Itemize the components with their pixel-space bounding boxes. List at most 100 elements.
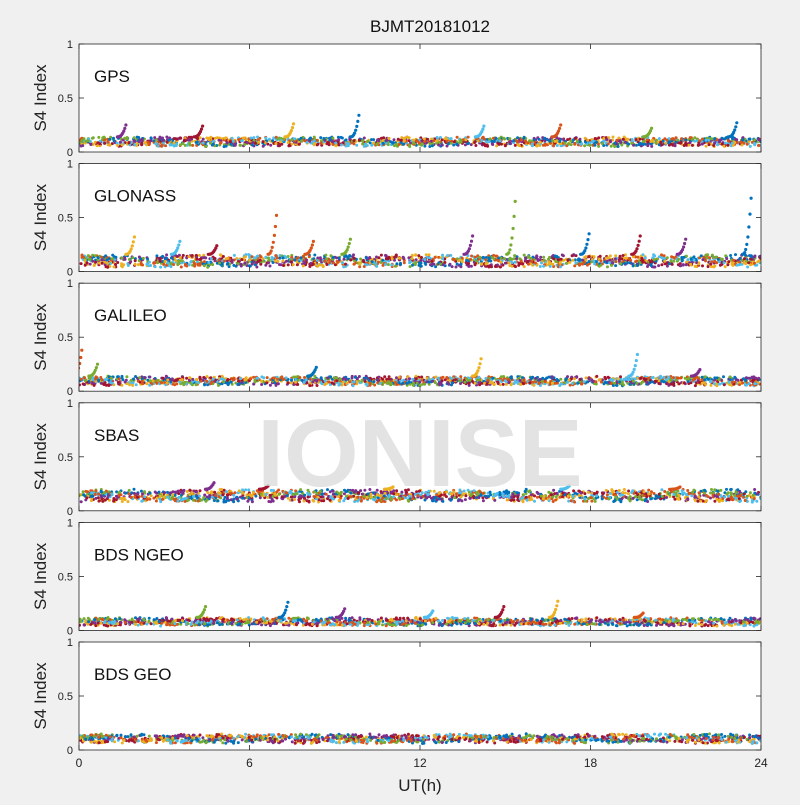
data-point: [97, 379, 100, 382]
data-point: [579, 143, 582, 146]
data-point: [758, 259, 761, 262]
data-point: [101, 258, 104, 261]
data-point: [712, 265, 715, 268]
data-point: [233, 254, 236, 257]
data-point: [572, 259, 575, 262]
data-point-spike: [636, 353, 639, 356]
data-point-spike: [684, 238, 687, 241]
data-point: [470, 143, 473, 146]
data-point: [408, 377, 411, 380]
data-point: [84, 259, 87, 262]
data-point: [453, 140, 456, 143]
data-point: [112, 137, 115, 140]
data-point-spike: [514, 200, 517, 203]
data-point: [488, 257, 491, 260]
data-point: [591, 140, 594, 143]
data-point: [491, 377, 494, 380]
data-point: [503, 257, 506, 260]
data-point: [175, 143, 178, 146]
data-point: [539, 141, 542, 144]
data-point: [597, 143, 600, 146]
data-point: [97, 256, 100, 259]
data-point: [285, 260, 288, 263]
data-point: [328, 139, 331, 142]
data-point: [141, 380, 144, 383]
data-point: [203, 264, 206, 267]
data-point: [427, 260, 430, 263]
data-point-spike: [507, 251, 510, 254]
panel-label: GPS: [94, 67, 130, 86]
data-point: [449, 263, 452, 266]
data-point: [124, 381, 127, 384]
data-point: [504, 262, 507, 265]
data-point: [155, 382, 158, 385]
data-point: [260, 380, 263, 383]
data-point-spike: [201, 125, 204, 128]
data-point: [652, 253, 655, 256]
data-point: [297, 256, 300, 259]
data-point: [358, 381, 361, 384]
data-point: [274, 260, 277, 263]
data-point: [109, 262, 112, 265]
data-point: [418, 141, 421, 144]
data-point: [600, 381, 603, 384]
data-point: [573, 377, 576, 380]
data-point: [716, 143, 719, 146]
data-point: [486, 383, 489, 386]
data-point: [718, 139, 721, 142]
data-point: [615, 139, 618, 142]
data-point: [646, 265, 649, 268]
data-point: [336, 261, 339, 264]
data-point-spike: [130, 247, 133, 250]
data-point: [358, 139, 361, 142]
data-point: [565, 144, 568, 147]
data-point: [747, 261, 750, 264]
data-point: [290, 379, 293, 382]
data-point: [751, 376, 754, 379]
data-point-spike: [468, 247, 471, 250]
data-point: [423, 137, 426, 140]
data-point: [218, 262, 221, 265]
data-point: [196, 140, 199, 143]
data-point-spike: [315, 366, 318, 369]
data-point: [753, 138, 756, 141]
data-point: [694, 265, 697, 268]
data-point: [160, 381, 163, 384]
data-point: [459, 139, 462, 142]
data-point: [726, 263, 729, 266]
data-point: [211, 144, 214, 147]
data-point: [222, 255, 225, 258]
data-point: [348, 254, 351, 257]
data-point: [735, 138, 738, 141]
data-point-spike: [270, 249, 273, 252]
data-point-spike: [558, 127, 561, 130]
data-point: [480, 139, 483, 142]
data-point: [224, 137, 227, 140]
data-point: [177, 260, 180, 263]
data-point: [210, 257, 213, 260]
data-point: [654, 380, 657, 383]
data-point: [523, 378, 526, 381]
data-point: [644, 256, 647, 259]
data-point: [685, 255, 688, 258]
data-point: [188, 263, 191, 266]
data-point: [586, 139, 589, 142]
data-point: [655, 377, 658, 380]
data-point: [510, 382, 513, 385]
data-point: [477, 381, 480, 384]
data-point-spike: [357, 114, 360, 117]
data-point: [300, 379, 303, 382]
data-point: [690, 258, 693, 261]
data-point: [594, 380, 597, 383]
data-point: [609, 254, 612, 257]
data-point: [416, 382, 419, 385]
data-point: [380, 254, 383, 257]
data-point: [549, 265, 552, 268]
data-point: [226, 379, 229, 382]
data-point-spike: [588, 232, 591, 235]
data-point-spike: [75, 372, 78, 375]
data-point: [440, 383, 443, 386]
data-point-spike: [639, 234, 642, 237]
data-point: [212, 378, 215, 381]
